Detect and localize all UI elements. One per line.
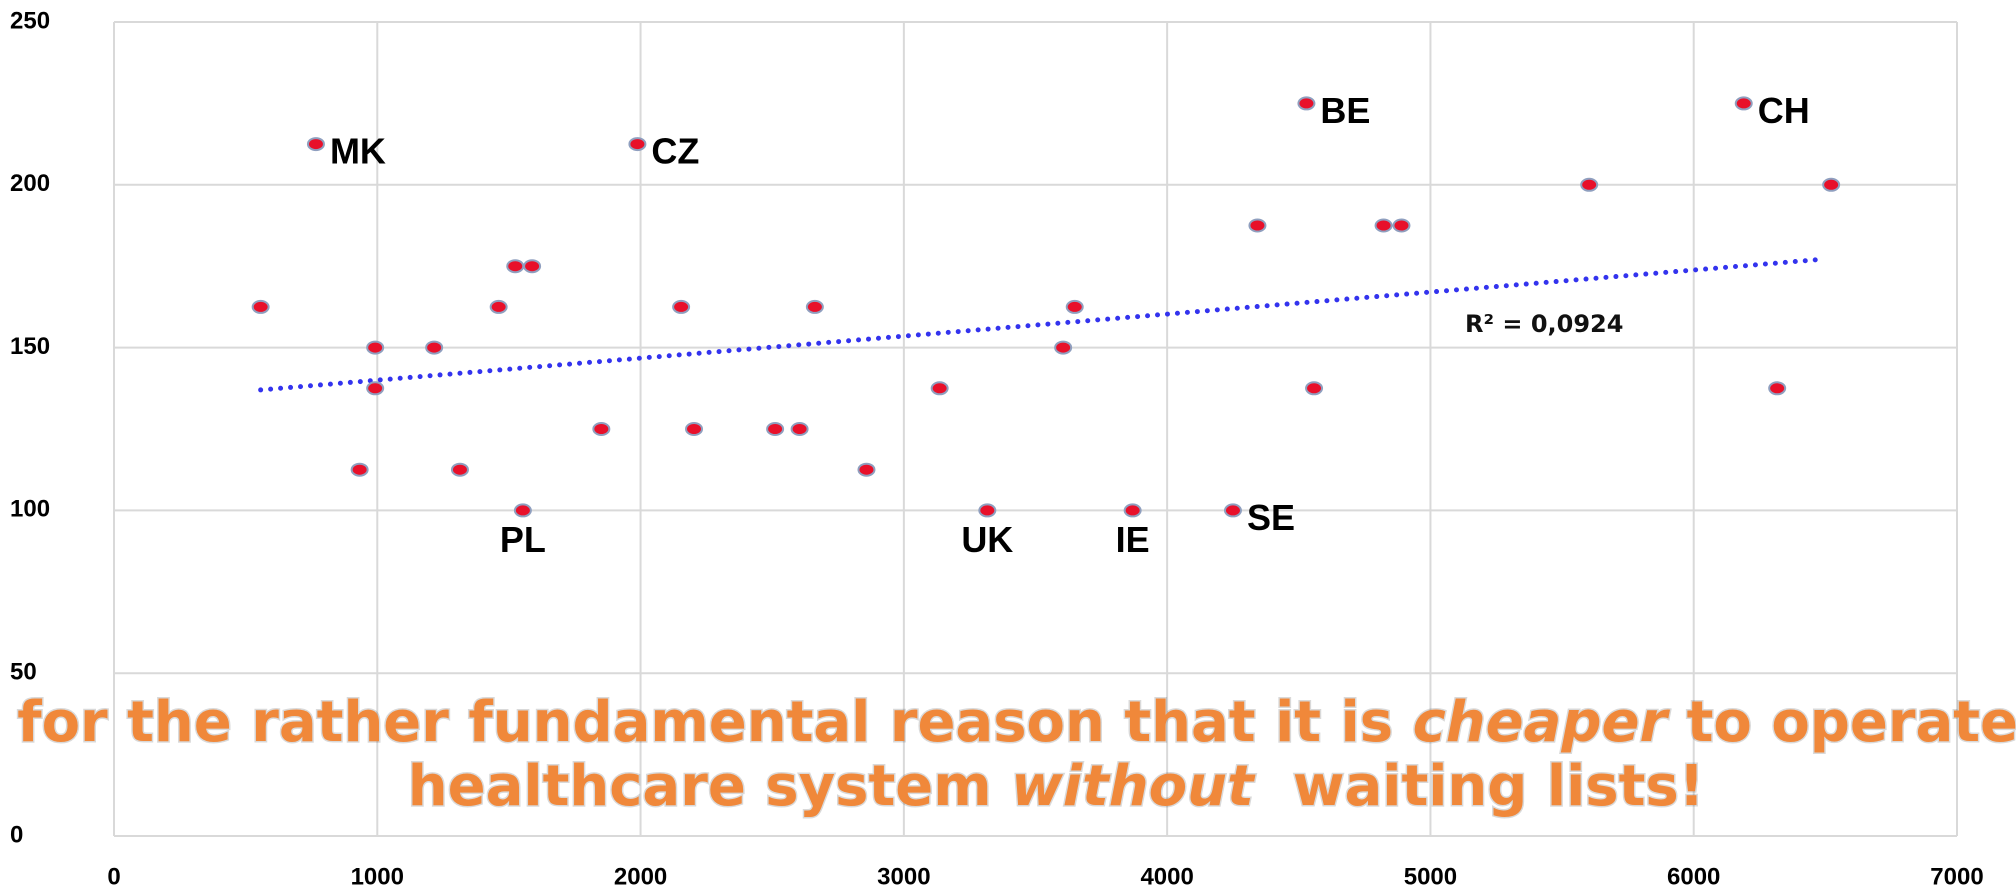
data-point (1374, 218, 1393, 233)
point-label: PL (500, 519, 546, 560)
overlay-segment: waiting lists! (1254, 754, 1705, 819)
trendline (258, 257, 1820, 393)
data-point (1248, 218, 1267, 233)
point-label: UK (961, 519, 1013, 560)
y-tick-label: 150 (10, 333, 50, 360)
data-point (1392, 218, 1411, 233)
data-point (506, 259, 525, 274)
overlay-segment: to operate a (1667, 690, 2016, 755)
data-point (1768, 381, 1787, 396)
x-tick-label: 6000 (1667, 863, 1720, 890)
point-label: MK (330, 131, 386, 172)
data-point (672, 299, 691, 314)
data-point (450, 462, 469, 477)
data-point (790, 422, 809, 436)
overlay-text: for the rather fundamental reason that i… (17, 690, 2016, 755)
point-label: SE (1247, 497, 1295, 538)
data-point (1065, 299, 1084, 314)
x-tick-label: 0 (107, 863, 120, 890)
r-squared: R² = 0,0924 (1465, 310, 1623, 338)
overlay-segment: healthcare system (408, 754, 1011, 819)
data-point (1580, 177, 1599, 192)
data-point (523, 259, 542, 274)
x-tick-label: 2000 (614, 863, 667, 890)
data-point (766, 422, 785, 436)
data-point (350, 462, 369, 477)
point-label: BE (1320, 90, 1370, 131)
data-point (1822, 177, 1841, 192)
overlay-segment: cheaper (1413, 690, 1671, 755)
x-tick-label: 4000 (1140, 863, 1193, 890)
y-tick-label: 0 (10, 821, 23, 848)
data-point (425, 340, 444, 355)
overlay-segment: without (1011, 754, 1256, 819)
y-tick-label: 50 (10, 659, 37, 686)
data-point (930, 381, 949, 396)
data-point (628, 137, 647, 152)
data-point (857, 462, 876, 477)
x-tick-label: 5000 (1404, 863, 1457, 890)
data-point (366, 381, 385, 396)
data-point (306, 137, 325, 152)
data-point (1054, 340, 1073, 355)
point-label: IE (1116, 519, 1150, 560)
data-point (1223, 503, 1242, 518)
data-point (251, 299, 270, 314)
data-point (592, 422, 611, 436)
data-point (805, 299, 824, 314)
point-label: CZ (651, 131, 699, 172)
data-point (978, 503, 997, 518)
overlay-segment: for the rather fundamental reason that i… (17, 690, 1412, 755)
x-tick-label: 7000 (1930, 863, 1983, 890)
point-label: CH (1758, 90, 1810, 131)
data-point (513, 503, 532, 518)
y-tick-label: 100 (10, 496, 50, 523)
data-point (366, 340, 385, 355)
data-point (1123, 503, 1142, 518)
data-point (1734, 96, 1753, 111)
x-tick-label: 1000 (351, 863, 404, 890)
data-point (489, 299, 508, 314)
y-tick-label: 250 (10, 7, 50, 34)
data-point (1305, 381, 1324, 396)
data-point (685, 422, 704, 436)
data-point (1297, 96, 1316, 111)
y-tick-label: 200 (10, 170, 50, 197)
overlay-text: healthcare system without waiting lists! (408, 754, 1705, 819)
x-tick-label: 3000 (877, 863, 930, 890)
